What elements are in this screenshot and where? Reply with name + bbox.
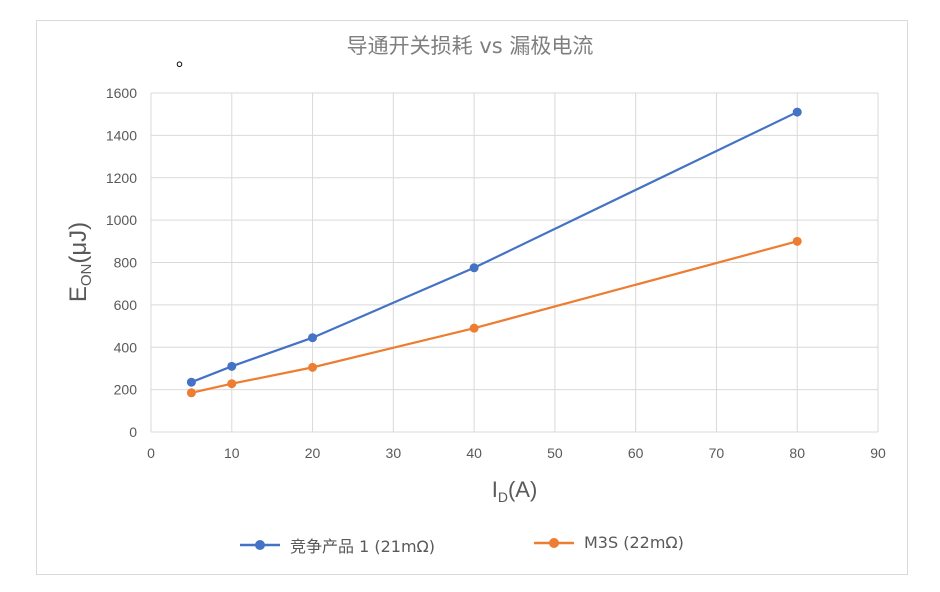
chart-title: 导通开关损耗 vs 漏极电流 — [346, 34, 594, 58]
x-tick-label: 70 — [709, 445, 725, 461]
y-tick-label: 800 — [114, 255, 138, 271]
x-tick-label: 60 — [628, 445, 644, 461]
y-tick-label: 600 — [114, 297, 138, 313]
data-point-1 — [469, 323, 479, 333]
annotation-mark: 。 — [176, 50, 194, 71]
legend-marker-1 — [534, 537, 574, 548]
series-line-0 — [190, 111, 798, 384]
legend-marker-0 — [240, 540, 280, 550]
data-point-1 — [308, 362, 318, 372]
x-tick-label: 50 — [547, 445, 563, 461]
y-tick-label: 400 — [114, 339, 138, 355]
x-tick-label: 80 — [789, 445, 805, 461]
y-tick-label: 1000 — [106, 212, 137, 228]
legend-item-0: 竞争产品 1 (21mΩ) — [240, 533, 435, 557]
y-tick-label: 1600 — [106, 85, 137, 101]
x-tick-label: 90 — [870, 445, 886, 461]
y-axis-label: EON(μJ) — [65, 222, 95, 302]
data-point-0 — [792, 107, 802, 117]
data-point-1 — [227, 379, 237, 389]
data-point-0 — [308, 333, 318, 343]
y-tick-label: 1200 — [106, 170, 137, 186]
x-axis-label: ID(A) — [492, 477, 538, 505]
x-tick-label: 40 — [466, 445, 482, 461]
data-point-0 — [469, 263, 479, 273]
y-tick-label: 200 — [114, 382, 138, 398]
x-tick-label: 10 — [224, 445, 240, 461]
legend-label-1: M3S (22mΩ) — [584, 533, 684, 552]
data-point-1 — [792, 236, 802, 246]
legend-item-1: M3S (22mΩ) — [534, 533, 684, 552]
data-point-0 — [227, 361, 237, 371]
y-tick-label: 0 — [129, 424, 137, 440]
legend-label-0: 竞争产品 1 (21mΩ) — [290, 537, 436, 556]
chart-frame — [36, 20, 908, 575]
y-tick-label: 1400 — [106, 127, 137, 143]
x-tick-label: 30 — [386, 445, 402, 461]
x-tick-label: 20 — [305, 445, 321, 461]
x-tick-label: 0 — [147, 445, 155, 461]
data-point-1 — [186, 388, 196, 398]
series-line-1 — [191, 240, 798, 394]
data-point-0 — [186, 377, 196, 387]
